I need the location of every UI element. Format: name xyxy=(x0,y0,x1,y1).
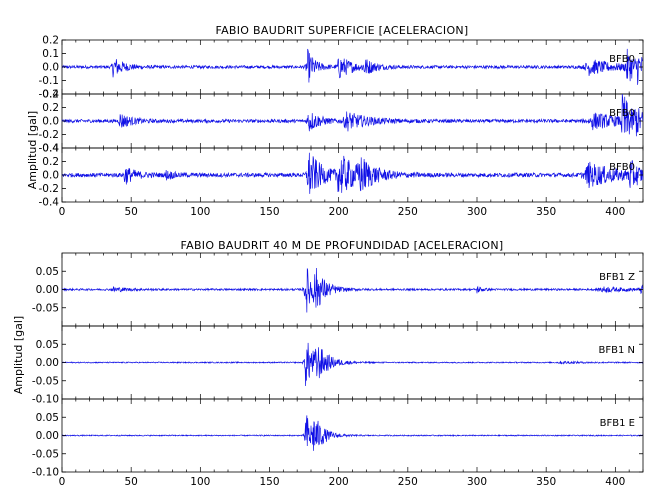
y-tick-label: -0.2 xyxy=(39,89,60,101)
x-tick-label: 350 xyxy=(536,476,556,488)
waveform-line xyxy=(61,152,644,194)
x-tick-label: 250 xyxy=(398,476,418,488)
y-tick-label: 0.2 xyxy=(42,102,59,114)
y-tick-label: 0.00 xyxy=(36,430,59,442)
trace-station-label: BFB0 xyxy=(609,162,635,173)
x-tick-label: 350 xyxy=(536,206,556,218)
y-tick-label: 0.4 xyxy=(42,143,59,155)
trace-station-label: BFB1 E xyxy=(600,418,635,429)
y-tick-label: 0.00 xyxy=(36,357,59,369)
y-tick-label: 0.0 xyxy=(42,116,59,128)
x-tick-label: 100 xyxy=(190,476,210,488)
trace-subplot: 0.20.1 0.0-0.1 -0.2 BFB0 xyxy=(39,35,644,101)
trace-station-label: BFB1 N xyxy=(599,345,636,356)
y-tick-label: 0.05 xyxy=(36,339,59,351)
y-tick-label: -0.2 xyxy=(39,129,60,141)
surface-panel: FABIO BAUDRIT SUPERFICIE [ACELERACION] A… xyxy=(26,24,644,218)
y-tick-label: 0.2 xyxy=(42,35,59,47)
y-tick-label: -0.10 xyxy=(32,394,59,406)
trace-subplot: 0.05 0.00 -0.05 -0.10 BFB1 N xyxy=(32,325,644,406)
x-tick-label: 200 xyxy=(329,476,349,488)
y-tick-label: 0.2 xyxy=(42,156,59,168)
x-tick-label: 50 xyxy=(124,206,137,218)
depth-panel: FABIO BAUDRIT 40 M DE PROFUNDIDAD [ACELE… xyxy=(12,239,644,488)
x-tick-label: 150 xyxy=(259,476,279,488)
x-tick-label: 400 xyxy=(605,476,625,488)
depth-y-axis-label: Amplitud [gal] xyxy=(12,316,25,394)
x-tick-label: 200 xyxy=(329,206,349,218)
y-tick-label: 0.0 xyxy=(42,62,59,74)
y-tick-label: 0.05 xyxy=(36,266,59,278)
trace-subplot: 0.40.2 0.0-0.2 -0.4 BFB0 xyxy=(39,143,644,209)
x-tick-label: 150 xyxy=(259,206,279,218)
x-tick-label: 50 xyxy=(124,476,137,488)
x-tick-label: 300 xyxy=(467,476,487,488)
y-tick-label: -0.2 xyxy=(39,183,60,195)
trace-subplot: 0.05 0.00 -0.05 BFB1 Z xyxy=(32,252,644,327)
x-tick-label: 250 xyxy=(398,206,418,218)
y-tick-label: -0.05 xyxy=(32,302,59,314)
trace-station-label: BFB0 xyxy=(609,54,635,65)
y-tick-label: 0.0 xyxy=(42,170,59,182)
trace-subplot: 0.05 0.00 -0.05 -0.10 BFB1 E xyxy=(32,398,644,479)
y-tick-label: 0.00 xyxy=(36,284,59,296)
surface-panel-title: FABIO BAUDRIT SUPERFICIE [ACELERACION] xyxy=(215,24,468,37)
x-tick-label: 0 xyxy=(59,206,66,218)
x-tick-label: 0 xyxy=(59,476,66,488)
x-tick-label: 100 xyxy=(190,206,210,218)
surface-y-axis-label: Amplitud [gal] xyxy=(26,111,39,189)
waveform-line xyxy=(61,342,644,386)
y-tick-label: -0.05 xyxy=(32,375,59,387)
waveform-line xyxy=(61,415,644,451)
y-tick-label: 0.05 xyxy=(36,412,59,424)
trace-station-label: BFB1 Z xyxy=(599,272,635,283)
y-tick-label: -0.05 xyxy=(32,448,59,460)
y-tick-label: 0.4 xyxy=(42,89,59,101)
x-tick-label: 300 xyxy=(467,206,487,218)
trace-station-label: BFB0 xyxy=(609,108,635,119)
waveform-line xyxy=(61,93,644,137)
y-tick-label: -0.10 xyxy=(32,467,59,479)
waveform-line xyxy=(61,48,644,85)
waveform-line xyxy=(61,268,644,313)
depth-panel-title: FABIO BAUDRIT 40 M DE PROFUNDIDAD [ACELE… xyxy=(181,239,504,252)
y-tick-label: 0.1 xyxy=(42,48,59,60)
x-tick-label: 400 xyxy=(605,206,625,218)
y-tick-label: -0.4 xyxy=(39,197,60,209)
y-tick-label: -0.1 xyxy=(39,75,60,87)
y-tick-label: -0.4 xyxy=(39,143,60,155)
